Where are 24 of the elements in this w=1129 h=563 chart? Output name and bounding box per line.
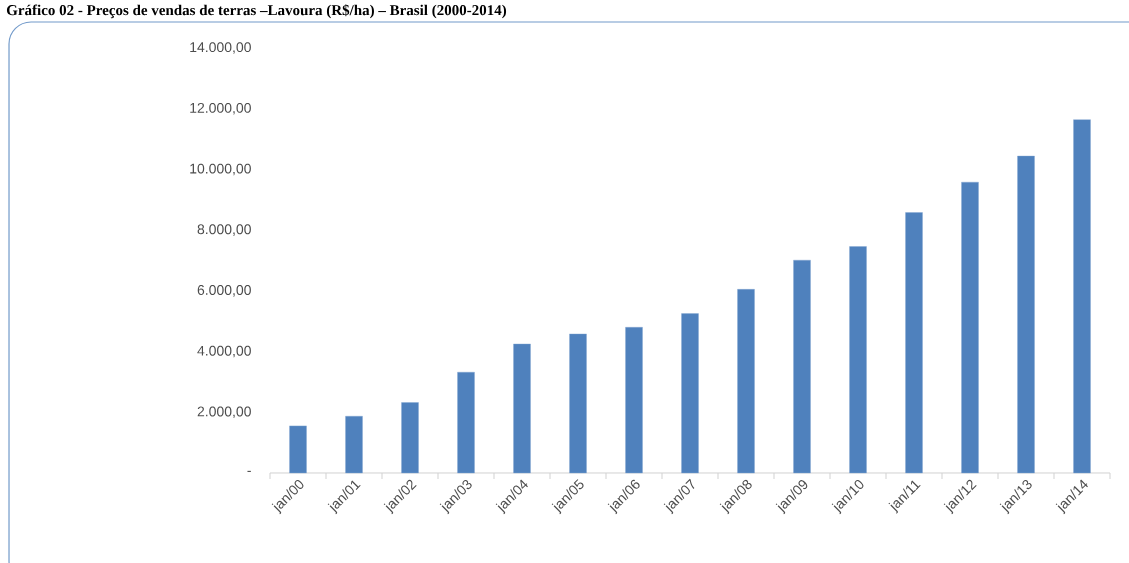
y-tick-label: - — [247, 470, 251, 472]
bar — [1017, 155, 1035, 474]
chart-title: Gráfico 02 - Preços de vendas de terras –Lavoura (R$/ha) – Brasil (2000-2014) — [6, 4, 507, 19]
y-tick-label: 4.000,00 — [197, 345, 251, 358]
bar — [737, 289, 755, 474]
bar — [513, 343, 531, 474]
bar — [401, 402, 419, 474]
bar — [289, 425, 307, 474]
bar — [905, 212, 923, 474]
bar — [793, 259, 811, 474]
y-tick-label: 14.000,00 — [190, 42, 251, 54]
y-tick-label: 12.000,00 — [190, 102, 251, 115]
y-tick-label: 6.000,00 — [197, 285, 251, 297]
y-tick-label: 8.000,00 — [197, 224, 251, 236]
bar — [345, 416, 363, 474]
y-tick-label: 10.000,00 — [190, 163, 251, 176]
bar — [625, 327, 643, 474]
bar — [681, 313, 699, 474]
bar — [457, 372, 475, 474]
bar — [569, 333, 587, 474]
bar — [849, 246, 867, 474]
bar — [961, 181, 979, 474]
y-tick-label: 2.000,00 — [197, 406, 251, 419]
bar — [1073, 119, 1091, 474]
